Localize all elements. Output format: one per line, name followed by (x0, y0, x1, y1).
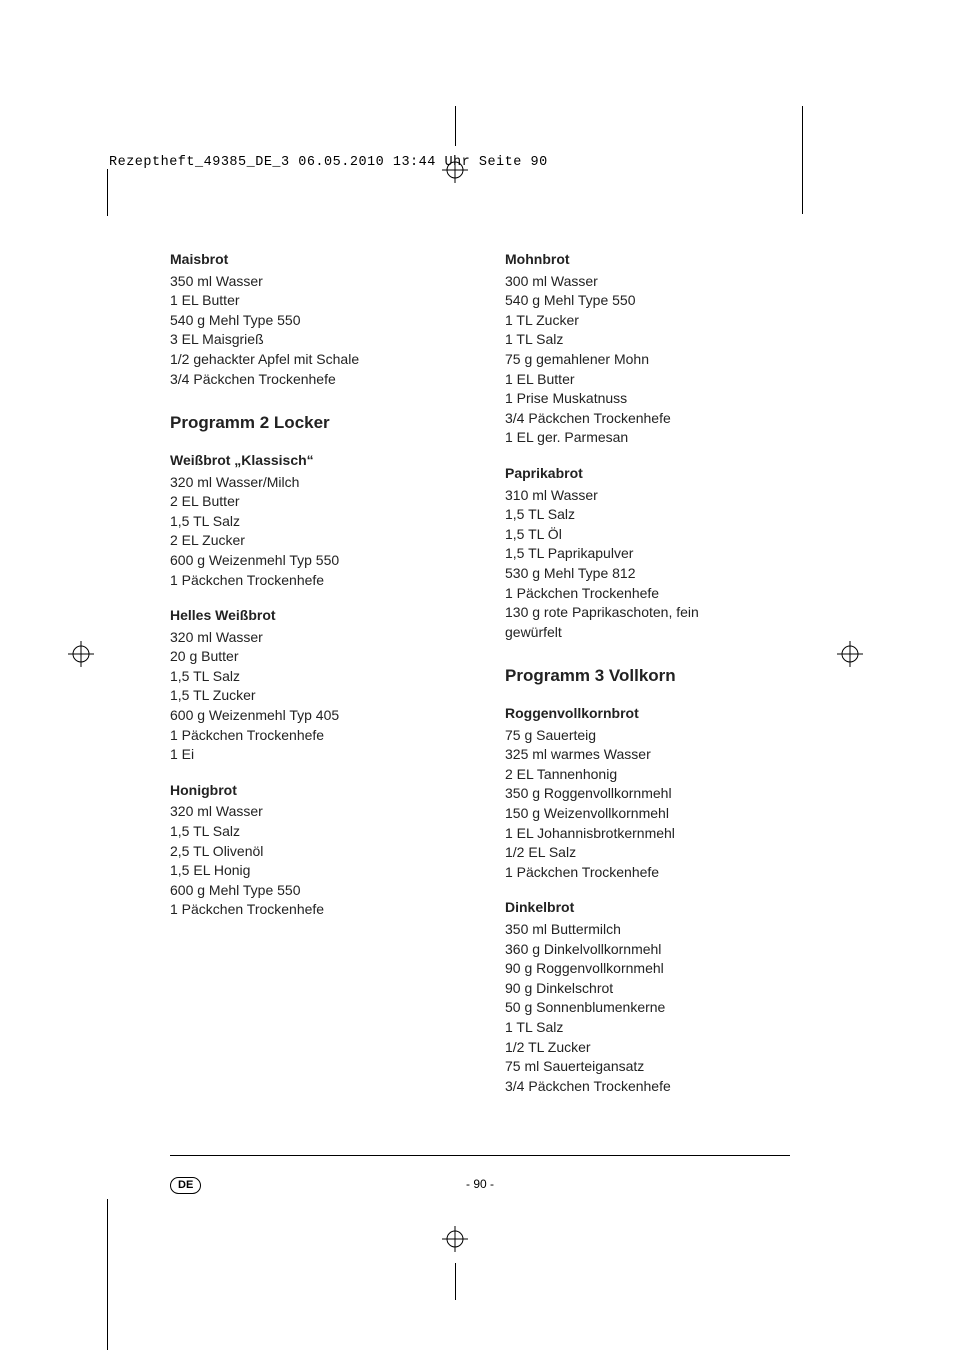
ingredient-line: 300 ml Wasser (505, 272, 790, 292)
registration-mark-icon (837, 641, 863, 667)
ingredient-line: 2 EL Zucker (170, 531, 455, 551)
recipe-title: Weißbrot „Klassisch“ (170, 451, 455, 471)
crop-mark (455, 106, 456, 146)
ingredient-line: 350 ml Buttermilch (505, 920, 790, 940)
ingredient-line: 1 EL Butter (170, 291, 455, 311)
ingredient-line: 1,5 EL Honig (170, 861, 455, 881)
ingredient-line: 3/4 Päckchen Trockenhefe (505, 1077, 790, 1097)
ingredient-line: 3 EL Maisgrieß (170, 330, 455, 350)
ingredient-line: 2,5 TL Olivenöl (170, 842, 455, 862)
ingredient-line: 540 g Mehl Type 550 (505, 291, 790, 311)
left-column: Maisbrot350 ml Wasser1 EL Butter540 g Me… (170, 250, 455, 1096)
ingredient-line: 2 EL Tannenhonig (505, 765, 790, 785)
ingredient-line: 1 EL ger. Parmesan (505, 428, 790, 448)
ingredient-line: 1 TL Salz (505, 330, 790, 350)
recipe-title: Maisbrot (170, 250, 455, 270)
registration-mark-icon (442, 157, 468, 183)
ingredient-line: 1,5 TL Salz (505, 505, 790, 525)
ingredient-line: 75 g Sauerteig (505, 726, 790, 746)
ingredient-line: 360 g Dinkelvollkornmehl (505, 940, 790, 960)
ingredient-line: 320 ml Wasser (170, 802, 455, 822)
ingredient-line: 1,5 TL Salz (170, 667, 455, 687)
ingredient-line: 600 g Mehl Type 550 (170, 881, 455, 901)
ingredient-line: 600 g Weizenmehl Typ 405 (170, 706, 455, 726)
ingredient-line: 320 ml Wasser/Milch (170, 473, 455, 493)
ingredient-line: 1 Päckchen Trockenhefe (170, 571, 455, 591)
ingredient-line: 320 ml Wasser (170, 628, 455, 648)
ingredient-line: 75 g gemahlener Mohn (505, 350, 790, 370)
ingredient-line: 1 Ei (170, 745, 455, 765)
ingredient-line: 1/2 TL Zucker (505, 1038, 790, 1058)
recipe-title: Helles Weißbrot (170, 606, 455, 626)
ingredient-line: 1 TL Salz (505, 1018, 790, 1038)
page-number: - 90 - (466, 1177, 494, 1191)
crop-mark (107, 169, 108, 216)
crop-mark (802, 106, 803, 214)
ingredient-line: 540 g Mehl Type 550 (170, 311, 455, 331)
ingredient-line: 1 Päckchen Trockenhefe (505, 863, 790, 883)
ingredient-line: 75 ml Sauerteigansatz (505, 1057, 790, 1077)
ingredient-line: 1 Päckchen Trockenhefe (170, 726, 455, 746)
ingredient-line: 1 EL Butter (505, 370, 790, 390)
program-heading: Programm 2 Locker (170, 411, 455, 435)
right-column: Mohnbrot300 ml Wasser540 g Mehl Type 550… (505, 250, 790, 1096)
ingredient-line: 350 ml Wasser (170, 272, 455, 292)
ingredient-line: 310 ml Wasser (505, 486, 790, 506)
ingredient-line: 1 Prise Muskatnuss (505, 389, 790, 409)
ingredient-line: 2 EL Butter (170, 492, 455, 512)
ingredient-line: 1,5 TL Salz (170, 512, 455, 532)
crop-mark (455, 1263, 456, 1300)
ingredient-line: 1,5 TL Paprikapulver (505, 544, 790, 564)
ingredient-line: 3/4 Päckchen Trockenhefe (505, 409, 790, 429)
page-footer: DE - 90 - (170, 1177, 790, 1194)
language-badge: DE (170, 1177, 201, 1194)
ingredient-line: 130 g rote Paprikaschoten, fein (505, 603, 790, 623)
page-content: Maisbrot350 ml Wasser1 EL Butter540 g Me… (170, 250, 790, 1096)
ingredient-line: 20 g Butter (170, 647, 455, 667)
recipe-title: Honigbrot (170, 781, 455, 801)
recipe-title: Paprikabrot (505, 464, 790, 484)
recipe-title: Dinkelbrot (505, 898, 790, 918)
ingredient-line: 1,5 TL Zucker (170, 686, 455, 706)
recipe-title: Mohnbrot (505, 250, 790, 270)
ingredient-line: 350 g Roggenvollkornmehl (505, 784, 790, 804)
ingredient-line: 90 g Dinkelschrot (505, 979, 790, 999)
ingredient-line: 325 ml warmes Wasser (505, 745, 790, 765)
print-header-slug: Rezeptheft_49385_DE_3 06.05.2010 13:44 U… (109, 155, 548, 170)
ingredient-line: 1,5 TL Salz (170, 822, 455, 842)
ingredient-line: 150 g Weizenvollkornmehl (505, 804, 790, 824)
ingredient-line: 530 g Mehl Type 812 (505, 564, 790, 584)
recipe-title: Roggenvollkornbrot (505, 704, 790, 724)
ingredient-line: gewürfelt (505, 623, 790, 643)
ingredient-line: 3/4 Päckchen Trockenhefe (170, 370, 455, 390)
crop-mark (107, 1199, 108, 1350)
ingredient-line: 1 EL Johannisbrotkernmehl (505, 824, 790, 844)
ingredient-line: 1/2 EL Salz (505, 843, 790, 863)
registration-mark-icon (442, 1226, 468, 1252)
ingredient-line: 1,5 TL Öl (505, 525, 790, 545)
ingredient-line: 90 g Roggenvollkornmehl (505, 959, 790, 979)
ingredient-line: 600 g Weizenmehl Typ 550 (170, 551, 455, 571)
ingredient-line: 1 Päckchen Trockenhefe (505, 584, 790, 604)
program-heading: Programm 3 Vollkorn (505, 664, 790, 688)
footer-rule (170, 1155, 790, 1156)
ingredient-line: 1 Päckchen Trockenhefe (170, 900, 455, 920)
ingredient-line: 1/2 gehackter Apfel mit Schale (170, 350, 455, 370)
registration-mark-icon (68, 641, 94, 667)
ingredient-line: 50 g Sonnenblumenkerne (505, 998, 790, 1018)
ingredient-line: 1 TL Zucker (505, 311, 790, 331)
